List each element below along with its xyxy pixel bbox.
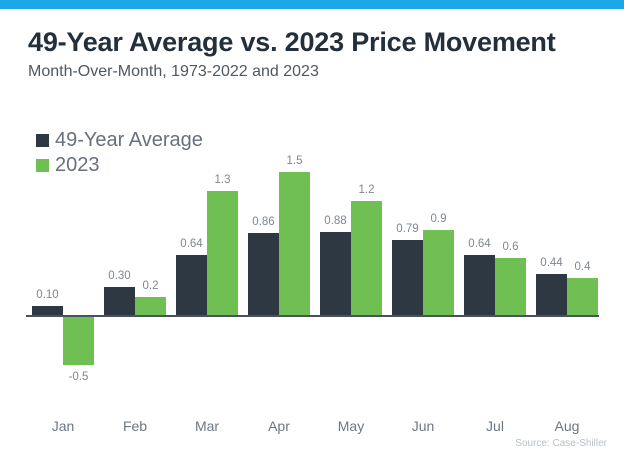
bar-2023-aug <box>567 278 598 316</box>
bar-2023-jun <box>423 230 454 316</box>
bar-value-label: 0.6 <box>502 241 519 253</box>
legend: 49-Year Average 2023 <box>36 128 203 178</box>
bar-value-label: -0.5 <box>68 371 89 383</box>
bar-49yr-avg-jul <box>464 255 495 316</box>
page-title: 49-Year Average vs. 2023 Price Movement <box>28 27 556 57</box>
x-axis-label-jul: Jul <box>486 418 504 434</box>
bar-2023-may <box>351 201 382 316</box>
x-axis-label-mar: Mar <box>194 418 220 434</box>
bar-value-label: 0.88 <box>324 215 347 227</box>
x-axis-label-may: May <box>337 418 365 434</box>
x-axis-label-jun: Jun <box>411 418 435 434</box>
bar-value-label: 0.79 <box>396 223 419 235</box>
bar-value-label: 0.44 <box>540 257 563 269</box>
bar-value-label: 1.3 <box>214 174 231 186</box>
legend-swatch-2023-icon <box>36 159 49 172</box>
bar-value-label: 0.9 <box>430 213 447 225</box>
top-accent-bar <box>0 0 624 9</box>
bar-value-label: 1.2 <box>358 184 375 196</box>
bar-2023-mar <box>207 191 238 316</box>
bar-49yr-avg-feb <box>104 287 135 316</box>
x-axis-line <box>26 315 599 317</box>
bar-2023-jul <box>495 258 526 316</box>
bar-value-label: 0.30 <box>108 270 131 282</box>
legend-item-49-year-average: 49-Year Average <box>36 128 203 153</box>
bar-49yr-avg-may <box>320 232 351 316</box>
bar-49yr-avg-apr <box>248 233 279 316</box>
legend-label-2023: 2023 <box>55 154 100 176</box>
bar-49yr-avg-mar <box>176 255 207 316</box>
legend-swatch-49-year-average-icon <box>36 134 49 147</box>
bar-value-label: 0.10 <box>36 289 59 301</box>
bar-49yr-avg-jun <box>392 240 423 316</box>
x-axis-label-jan: Jan <box>51 418 75 434</box>
bar-value-label: 1.5 <box>286 155 303 167</box>
page-subtitle: Month-Over-Month, 1973-2022 and 2023 <box>28 63 319 80</box>
source-attribution: Source: Case-Shiller <box>515 438 607 449</box>
bar-49yr-avg-aug <box>536 274 567 316</box>
bar-value-label: 0.86 <box>252 216 275 228</box>
x-axis-label-aug: Aug <box>554 418 580 434</box>
bar-2023-feb <box>135 297 166 316</box>
legend-label-49-year-average: 49-Year Average <box>55 129 203 151</box>
bar-value-label: 0.64 <box>180 238 203 250</box>
legend-item-2023: 2023 <box>36 153 203 178</box>
bar-value-label: 0.64 <box>468 238 491 250</box>
bar-2023-apr <box>279 172 310 316</box>
bar-value-label: 0.2 <box>142 280 159 292</box>
bar-value-label: 0.4 <box>574 261 591 273</box>
x-axis-label-apr: Apr <box>268 418 290 434</box>
bar-2023-jan <box>63 317 94 365</box>
bar-49yr-avg-jan <box>32 306 63 316</box>
x-axis-label-feb: Feb <box>122 418 148 434</box>
